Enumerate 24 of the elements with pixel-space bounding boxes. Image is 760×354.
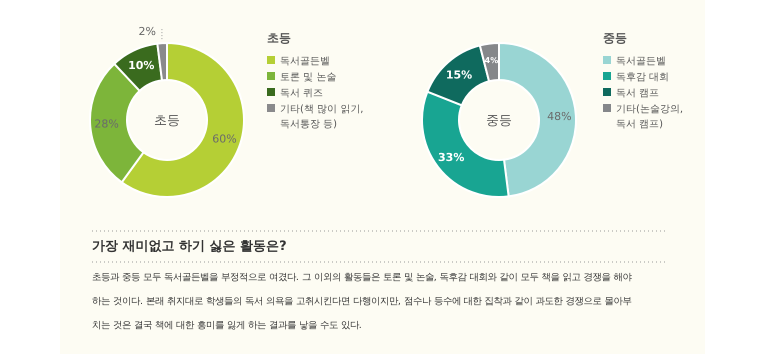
data-label: 2%	[138, 25, 156, 38]
text: 치는 것은 결국 책에 대한 흥미를 잃게 하는 결과를 낳을 수도 있다.	[92, 320, 362, 331]
text: 초등과 중등 모두 독서골든벨을 부정적으로 여겼다. 그 이외의 활동들은 토론 및 논술, 독후감 대회와 같이 모두 책을 읽고 경쟁을 해야	[92, 272, 632, 283]
data-label: 33%	[438, 150, 464, 164]
legend-label: 독후감 대회	[616, 72, 670, 83]
legend-title: 중등	[603, 31, 627, 45]
data-label: 15%	[446, 68, 472, 82]
text: 가장 재미없고 하기 싫은 활동은?	[92, 239, 287, 254]
text: 중등	[486, 114, 512, 129]
data-label: 28%	[94, 118, 119, 131]
legend-label: 기타(책 많이 읽기, 독서통장 등)	[280, 104, 364, 130]
legend-title: 초등	[267, 31, 291, 45]
legend-label: 독서 캠프	[616, 88, 660, 99]
legend-label: 토론 및 논술	[280, 72, 336, 83]
legend-label: 독서골든벨	[616, 56, 666, 67]
legend-label: 독서 퀴즈	[280, 88, 324, 99]
legend-label: 기타(논술강의, 독서 캠프)	[616, 104, 684, 130]
text: 하는 것이다. 본래 취지대로 학생들의 독서 의욕을 고취시킨다면 다행이지만, 점수나 등수에 대한 집착과 같이 과도한 경쟁으로 몰아부	[92, 296, 632, 307]
data-label: 60%	[212, 132, 237, 146]
data-label: 48%	[547, 110, 572, 124]
legend-label: 독서골든벨	[280, 56, 330, 67]
data-label: 10%	[128, 59, 154, 72]
data-label: 4%	[484, 56, 498, 65]
text: 초등	[154, 114, 180, 129]
